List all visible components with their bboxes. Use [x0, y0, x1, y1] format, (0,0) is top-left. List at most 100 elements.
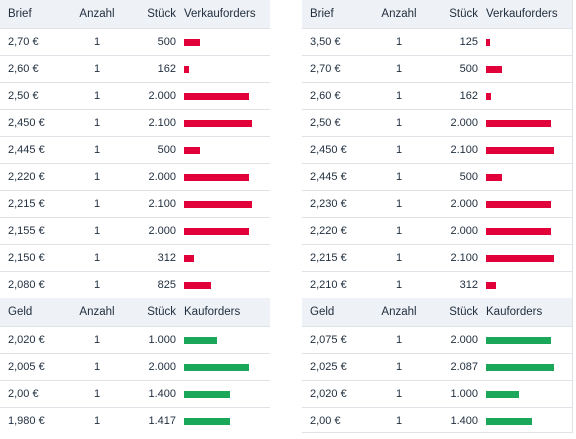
- count-cell: 1: [370, 380, 428, 408]
- ask-order-row: 2,445 €1 500: [0, 136, 270, 164]
- count-cell: 1: [68, 271, 126, 298]
- price-cell: 2,155 €: [0, 217, 68, 245]
- count-cell: 1: [68, 380, 126, 408]
- price-cell: 2,50 €: [0, 82, 68, 110]
- count-cell: 1: [68, 353, 126, 381]
- volume-bar-cell: [180, 217, 270, 245]
- ask-order-row: 2,70 €1 500: [0, 28, 270, 56]
- count-cell: 1: [68, 109, 126, 137]
- count-cell: 1: [68, 82, 126, 110]
- price-cell: 2,50 €: [302, 109, 370, 137]
- ask-order-row: 2,220 €1 2.000: [0, 163, 270, 191]
- quantity-cell: 162: [428, 82, 482, 110]
- ask-order-row: 2,450 €1 2.100: [0, 109, 270, 137]
- volume-bar-cell: [180, 163, 270, 191]
- quantity-cell: 162: [126, 55, 180, 83]
- price-cell: 2,215 €: [0, 190, 68, 218]
- quantity-cell: 2.000: [428, 109, 482, 137]
- quantity-cell: 2.000: [126, 163, 180, 191]
- count-cell: 1: [370, 109, 428, 137]
- bid-order-row: 2,00 €1 1.400: [0, 380, 270, 408]
- quantity-cell: 125: [428, 28, 482, 56]
- volume-bar-cell: [482, 28, 572, 56]
- bid-order-row: 2,00 €1 1.400: [302, 407, 572, 432]
- ask-order-row: 2,080 €1 825: [0, 271, 270, 298]
- bid-volume-bar: [184, 336, 217, 344]
- quantity-cell: 2.000: [126, 353, 180, 381]
- count-cell: 1: [68, 244, 126, 272]
- price-cell: 2,450 €: [0, 109, 68, 137]
- bid-order-row: 1,980 €1 1.417: [0, 407, 270, 434]
- price-cell: 3,50 €: [302, 28, 370, 56]
- count-cell: 1: [370, 136, 428, 164]
- volume-bar-cell: [180, 55, 270, 83]
- quantity-cell: 825: [126, 271, 180, 298]
- quantity-cell: 2.100: [126, 190, 180, 218]
- bid-volume-bar: [486, 417, 532, 425]
- price-cell: 2,005 €: [0, 353, 68, 381]
- quantity-cell: 2.000: [126, 82, 180, 110]
- price-cell: 2,025 €: [302, 353, 370, 381]
- count-cell: 1: [68, 407, 126, 434]
- count-cell: 1: [370, 326, 428, 354]
- count-cell: 1: [68, 136, 126, 164]
- volume-bar-cell: [180, 271, 270, 298]
- ask-header-row: Brief Anzahl Stück Verkauforders: [302, 0, 572, 29]
- count-cell: 1: [68, 55, 126, 83]
- bid-volume-bar: [184, 363, 249, 371]
- quantity-cell: 500: [428, 55, 482, 83]
- price-cell: 2,150 €: [0, 244, 68, 272]
- count-cell: 1: [370, 217, 428, 245]
- price-cell: 2,075 €: [302, 326, 370, 354]
- volume-bar-cell: [180, 380, 270, 408]
- ask-order-row: 2,155 €1 2.000: [0, 217, 270, 245]
- bid-price-column-header: Geld: [0, 298, 68, 327]
- ask-quantity-column-header: Stück: [126, 0, 180, 29]
- quantity-cell: 2.000: [126, 217, 180, 245]
- bid-orders-column-header: Kauforders: [180, 298, 270, 327]
- ask-volume-bar: [486, 281, 496, 289]
- price-cell: 2,215 €: [302, 244, 370, 272]
- count-cell: 1: [370, 244, 428, 272]
- count-cell: 1: [370, 55, 428, 83]
- bid-count-column-header: Anzahl: [370, 298, 428, 327]
- bid-quantity-column-header: Stück: [428, 298, 482, 327]
- ask-count-column-header: Anzahl: [370, 0, 428, 29]
- ask-volume-bar: [486, 173, 502, 181]
- ask-volume-bar: [486, 254, 554, 262]
- count-cell: 1: [370, 28, 428, 56]
- bid-volume-bar: [184, 390, 230, 398]
- volume-bar-cell: [482, 271, 572, 298]
- quantity-cell: 1.000: [126, 326, 180, 354]
- ask-order-row: 2,60 €1 162: [302, 82, 572, 110]
- quantity-cell: 1.400: [428, 407, 482, 432]
- bid-header-row: Geld Anzahl Stück Kauforders: [302, 298, 572, 327]
- quantity-cell: 500: [126, 28, 180, 56]
- count-cell: 1: [68, 326, 126, 354]
- bid-volume-bar: [184, 417, 230, 425]
- orderbook-table: Brief Anzahl Stück Verkauforders 2,70 €1 500 2…: [0, 0, 270, 434]
- volume-bar-cell: [482, 136, 572, 164]
- ask-order-row: 2,70 €1 500: [302, 55, 572, 83]
- bid-order-row: 2,025 €1 2.087: [302, 353, 572, 381]
- orderbook-panel-left: Brief Anzahl Stück Verkauforders 2,70 €1 500 2…: [0, 0, 270, 439]
- orderbook-panel-right: Brief Anzahl Stück Verkauforders 3,50 €1 125 2…: [302, 0, 573, 433]
- quantity-cell: 2.000: [428, 190, 482, 218]
- ask-volume-bar: [184, 146, 200, 154]
- ask-order-row: 2,450 €1 2.100: [302, 136, 572, 164]
- ask-volume-bar: [184, 65, 189, 73]
- ask-price-column-header: Brief: [302, 0, 370, 29]
- bid-count-column-header: Anzahl: [68, 298, 126, 327]
- price-cell: 2,080 €: [0, 271, 68, 298]
- ask-volume-bar: [184, 281, 211, 289]
- bid-volume-bar: [486, 390, 519, 398]
- quantity-cell: 312: [428, 271, 482, 298]
- price-cell: 2,445 €: [302, 163, 370, 191]
- ask-order-row: 2,150 €1 312: [0, 244, 270, 272]
- count-cell: 1: [68, 217, 126, 245]
- count-cell: 1: [370, 407, 428, 432]
- price-cell: 2,70 €: [0, 28, 68, 56]
- ask-price-column-header: Brief: [0, 0, 68, 29]
- ask-volume-bar: [184, 38, 200, 46]
- ask-volume-bar: [486, 200, 551, 208]
